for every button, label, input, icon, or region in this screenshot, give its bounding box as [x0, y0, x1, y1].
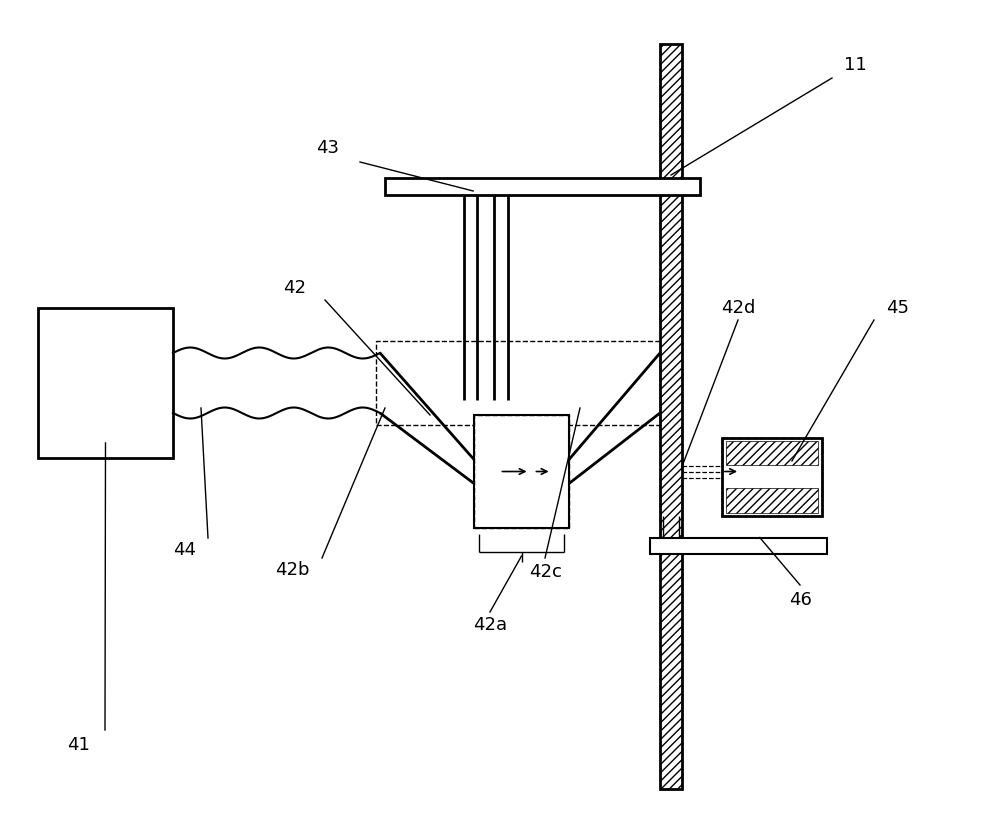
Bar: [474, 415, 569, 528]
Text: 46: 46: [789, 591, 811, 609]
Bar: [376, 341, 660, 425]
Bar: [722, 438, 822, 515]
Bar: [650, 537, 827, 554]
Bar: [385, 178, 700, 195]
Text: 44: 44: [174, 541, 196, 559]
Text: 45: 45: [887, 299, 910, 317]
Text: 42b: 42b: [275, 561, 309, 579]
Text: 42: 42: [284, 279, 306, 297]
Text: 41: 41: [67, 736, 89, 754]
Bar: [726, 488, 818, 513]
Bar: [726, 440, 818, 465]
Bar: [38, 308, 173, 458]
Bar: [660, 44, 682, 789]
Text: 43: 43: [316, 139, 340, 157]
Text: 42a: 42a: [473, 616, 507, 634]
Bar: [722, 438, 822, 515]
Text: 42d: 42d: [721, 299, 755, 317]
Bar: [474, 415, 569, 528]
Text: 42c: 42c: [529, 563, 561, 581]
Text: 11: 11: [844, 56, 866, 74]
